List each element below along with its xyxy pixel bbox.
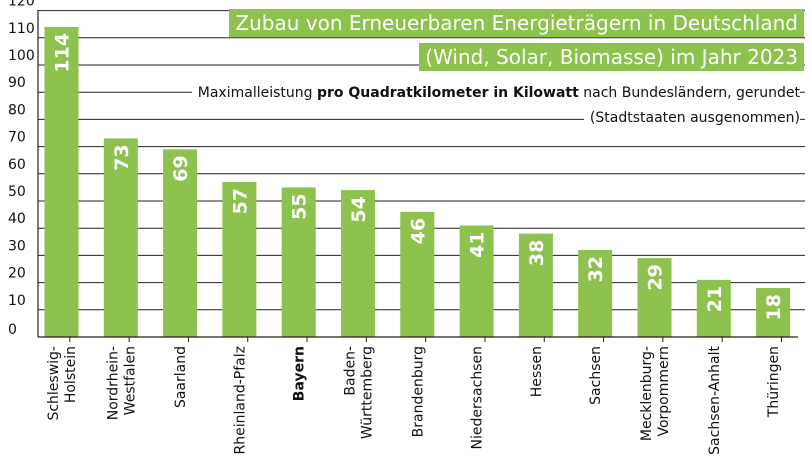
subtitle-text-start: Maximalleistung xyxy=(197,85,317,101)
y-tick-label: 40 xyxy=(8,211,26,227)
bar xyxy=(163,149,198,337)
x-category-label: Brandenburg xyxy=(410,346,426,437)
bar xyxy=(222,181,257,337)
subtitle-text-end: nach Bundesländern, gerundet xyxy=(578,85,800,101)
x-category-label: Nordrhein-Westfalen xyxy=(105,346,138,420)
x-category-label-line: Baden- xyxy=(343,346,359,396)
y-tick-label: 30 xyxy=(8,238,26,254)
x-category-label-line: Brandenburg xyxy=(410,346,426,437)
bar xyxy=(400,211,435,337)
y-tick-label: 50 xyxy=(8,184,26,200)
y-tick-label: 110 xyxy=(8,21,35,37)
bar xyxy=(459,225,494,337)
y-tick-label: 90 xyxy=(8,75,26,91)
data-label: 54 xyxy=(348,196,370,222)
chart-title-line-2: (Wind, Solar, Biomasse) im Jahr 2023 xyxy=(419,43,804,71)
x-category-label: Saarland xyxy=(173,346,189,408)
x-category-label-line: Westfalen xyxy=(122,346,138,415)
bar xyxy=(518,233,553,337)
x-category-label-line: Saarland xyxy=(173,346,189,408)
data-label: 73 xyxy=(111,144,133,170)
data-label: 57 xyxy=(229,188,251,214)
data-label: 29 xyxy=(645,264,667,290)
x-category-label-line: Bayern xyxy=(292,346,308,401)
x-category-label: Sachsen xyxy=(588,346,604,405)
subtitle-text-bold: pro Quadratkilometer in Kilowatt xyxy=(316,85,579,101)
data-label: 18 xyxy=(763,294,785,320)
x-category-label: Mecklenburg-Vorpommern xyxy=(639,346,672,441)
bar xyxy=(341,190,375,337)
x-category-label: Sachsen-Anhalt xyxy=(707,345,723,454)
y-tick-label: 60 xyxy=(8,157,26,173)
x-category-label: Thüringen xyxy=(766,346,782,418)
y-tick-label: 120 xyxy=(8,0,35,10)
x-category-label-line: Württemberg xyxy=(360,346,376,439)
data-label: 69 xyxy=(170,155,192,181)
x-category-label-line: Hessen xyxy=(529,346,545,397)
bar xyxy=(281,187,316,337)
x-category-label-line: Sachsen-Anhalt xyxy=(707,345,723,454)
y-tick-label: 80 xyxy=(8,102,26,118)
data-label: 32 xyxy=(585,256,607,282)
y-tick-label: 100 xyxy=(8,48,35,64)
x-category-label-line: Niedersachsen xyxy=(470,346,486,449)
bar xyxy=(103,138,138,337)
data-label: 38 xyxy=(526,240,548,266)
x-category-label-line: Vorpommern xyxy=(656,346,672,437)
y-tick-label: 70 xyxy=(8,130,26,146)
x-category-label-line: Sachsen xyxy=(588,346,604,405)
x-category-label-line: Mecklenburg- xyxy=(639,346,655,441)
bar xyxy=(696,279,731,337)
bar xyxy=(44,26,79,337)
data-label: 41 xyxy=(467,231,489,257)
y-tick-label: 0 xyxy=(8,322,17,338)
data-label: 114 xyxy=(52,33,74,73)
x-category-label-line: Thüringen xyxy=(766,346,782,418)
bar xyxy=(578,249,613,337)
chart-subtitle-line-1: Maximalleistung pro Quadratkilometer in … xyxy=(191,83,800,103)
x-category-label-line: Nordrhein- xyxy=(105,346,121,420)
x-category-label: Baden-Württemberg xyxy=(343,346,376,439)
x-category-label: Rheinland-Pfalz xyxy=(232,346,248,454)
chart-subtitle-line-2: (Stadtstaaten ausgenommen) xyxy=(583,108,800,128)
x-category-label-line: Schleswig- xyxy=(46,346,62,421)
bar xyxy=(637,258,672,337)
y-tick-label: 10 xyxy=(8,293,26,309)
x-category-label: Bayern xyxy=(292,346,308,401)
x-category-label: Niedersachsen xyxy=(470,346,486,449)
data-label: 46 xyxy=(407,218,429,244)
data-label: 55 xyxy=(289,193,311,219)
y-tick-label: 20 xyxy=(8,266,26,282)
x-category-label: Schleswig-Holstein xyxy=(46,346,79,421)
x-category-label-line: Holstein xyxy=(63,346,79,403)
data-label: 21 xyxy=(704,286,726,312)
x-category-label-line: Rheinland-Pfalz xyxy=(232,346,248,454)
x-category-label: Hessen xyxy=(529,346,545,397)
bar xyxy=(756,288,791,337)
chart-title-line-1: Zubau von Erneuerbaren Energieträgern in… xyxy=(229,9,804,37)
